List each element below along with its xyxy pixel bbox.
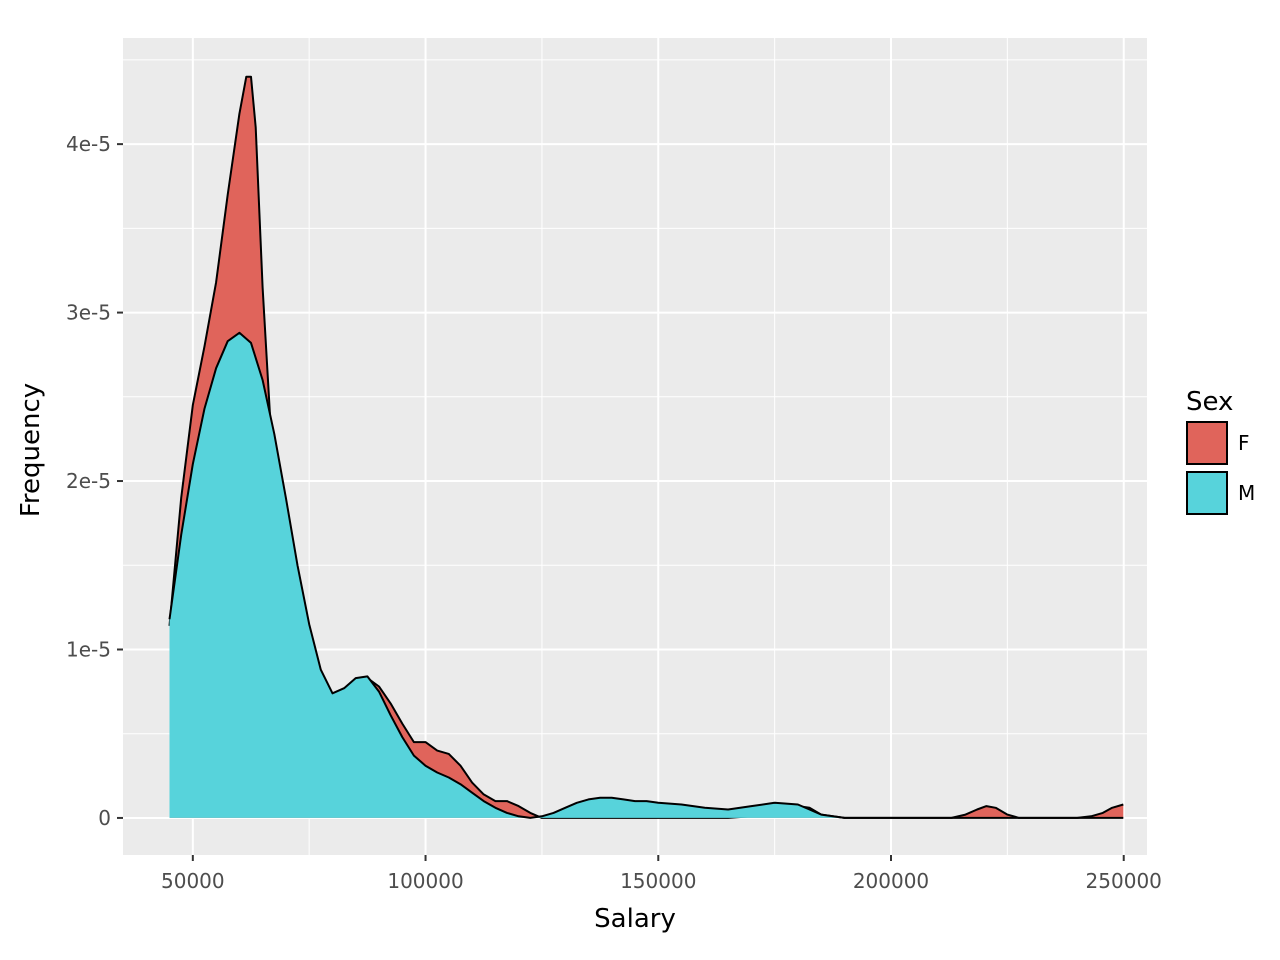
legend-label-F: F [1238, 431, 1250, 455]
legend-key-F [1186, 421, 1228, 465]
y-tick-label: 3e-5 [66, 301, 111, 325]
density-outline-M [168, 331, 1124, 819]
x-axis: 50000 100000 150000 200000 250000 [161, 855, 1162, 893]
y-axis-title: Frequency [16, 383, 46, 517]
legend-key-M [1186, 471, 1228, 515]
y-axis: 0 1e-5 2e-5 3e-5 4e-5 [66, 132, 123, 830]
x-tick-label: 150000 [620, 869, 696, 893]
legend-title: Sex [1186, 387, 1233, 417]
density-area-M [169, 332, 1124, 818]
x-axis-title: Salary [594, 904, 676, 934]
x-tick-label: 200000 [853, 869, 929, 893]
y-tick-label: 2e-5 [66, 469, 111, 493]
minor-gridlines [123, 38, 1147, 855]
x-tick-label: 250000 [1086, 869, 1162, 893]
legend: Sex F M [1186, 387, 1255, 515]
density-areas [168, 75, 1124, 819]
x-tick-label: 100000 [387, 869, 463, 893]
y-tick-label: 4e-5 [66, 132, 111, 156]
y-tick-label: 0 [98, 806, 111, 830]
x-tick-label: 50000 [161, 869, 225, 893]
legend-label-M: M [1238, 481, 1255, 505]
y-tick-label: 1e-5 [66, 637, 111, 661]
